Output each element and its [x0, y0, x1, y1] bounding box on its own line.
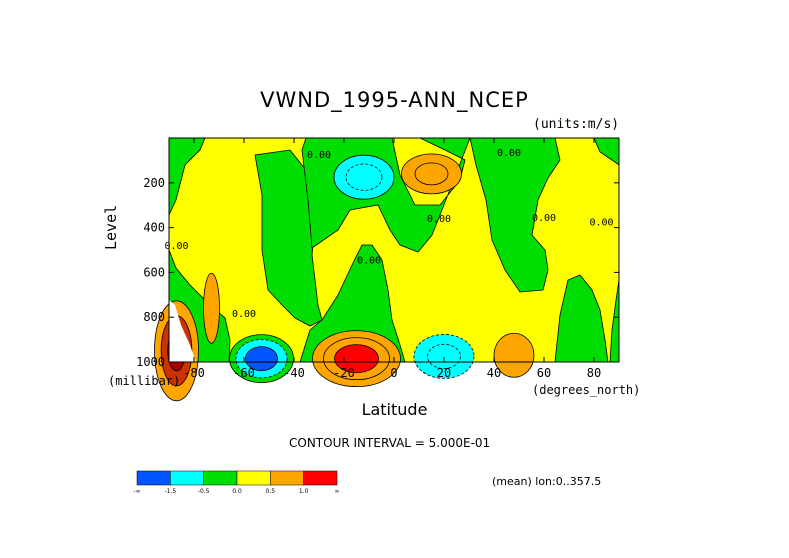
x-tick-label-1: -60: [233, 366, 255, 380]
colorbar: -∞ -1.5 -0.5 0.0 0.5 1.0 ∞: [133, 470, 340, 495]
colorbar-label-3: -0.5: [198, 488, 210, 495]
contour-label-6: 0.00: [232, 309, 256, 320]
feature-5-ring-2: [427, 343, 461, 369]
x-tick-label-7: 60: [537, 366, 551, 380]
colorbar-label-5: 0.5: [266, 488, 276, 495]
green-region-5: [299, 244, 406, 363]
x-tick-label-5: 20: [437, 366, 451, 380]
contour-interval-note: CONTOUR INTERVAL = 5.000E-01: [289, 436, 491, 450]
contour-label-5: 0.00: [357, 255, 381, 266]
colorbar-swatch-6: [303, 470, 338, 486]
colorbar-swatch-5: [270, 470, 304, 486]
contour-label-4: 0.00: [164, 241, 188, 252]
contour-label-8: 0.00: [589, 217, 613, 228]
orange-patch-sh: [203, 272, 220, 344]
x-axis-label: Latitude: [361, 400, 428, 419]
feature-4-ring-3: [334, 344, 379, 374]
x-tick-label-6: 40: [487, 366, 501, 380]
colorbar-swatch-1: [136, 470, 171, 486]
colorbar-swatch-3: [203, 470, 238, 486]
y-axis-label: Level: [102, 204, 120, 250]
contour-label-7: 0.00: [532, 213, 556, 224]
contour-label-1: 0.00: [307, 150, 331, 161]
colorbar-swatch-4: [236, 470, 271, 486]
feature-1-ring-2: [345, 163, 383, 191]
colorbar-label-2: -1.5: [164, 488, 176, 495]
units-label: (units:m/s): [533, 117, 620, 132]
colorbar-label-6: 1.0: [299, 488, 309, 495]
x-axis-units: (degrees_north): [532, 383, 641, 397]
green-region-8: [554, 274, 609, 363]
y-tick-label-1: 400: [143, 221, 165, 235]
y-tick-label-2: 600: [143, 265, 165, 279]
undefined-area: [169, 300, 196, 362]
y-axis-units: (millibar): [108, 374, 181, 388]
colorbar-label-4: 0.0: [232, 488, 242, 495]
green-region-6: [469, 137, 561, 293]
contour-fields: [154, 137, 620, 402]
axis-ticks: -80 -60 -40 -20 0 20 40 60 80 200 400 600 800 1000: [136, 138, 619, 380]
x-tick-label-8: 80: [587, 366, 601, 380]
colorbar-label-7: ∞: [335, 488, 340, 495]
y-tick-label-3: 800: [143, 310, 165, 324]
x-tick-label-0: -80: [183, 366, 205, 380]
feature-3-ring-3: [245, 346, 278, 372]
chart-title: VWND_1995-ANN_NCEP: [260, 88, 529, 112]
colorbar-label-1: -∞: [133, 488, 140, 495]
y-tick-label-0: 200: [143, 176, 165, 190]
contour-labels: 0.00 0.00 0.00 0.00 0.00 0.00 0.00 0.00: [164, 148, 613, 320]
plot-frame: [168, 137, 620, 363]
y-tick-label-4: 1000: [136, 355, 165, 369]
x-tick-label-3: -20: [333, 366, 355, 380]
contour-label-3: 0.00: [427, 214, 451, 225]
feature-6-ring-1: [493, 332, 535, 378]
colorbar-swatch-2: [170, 470, 204, 486]
x-tick-label-2: -40: [283, 366, 305, 380]
region-note: (mean) lon:0..357.5: [492, 475, 602, 488]
feature-2-ring-2: [414, 162, 449, 186]
x-tick-label-4: 0: [390, 366, 397, 380]
contour-label-2: 0.00: [497, 148, 521, 159]
